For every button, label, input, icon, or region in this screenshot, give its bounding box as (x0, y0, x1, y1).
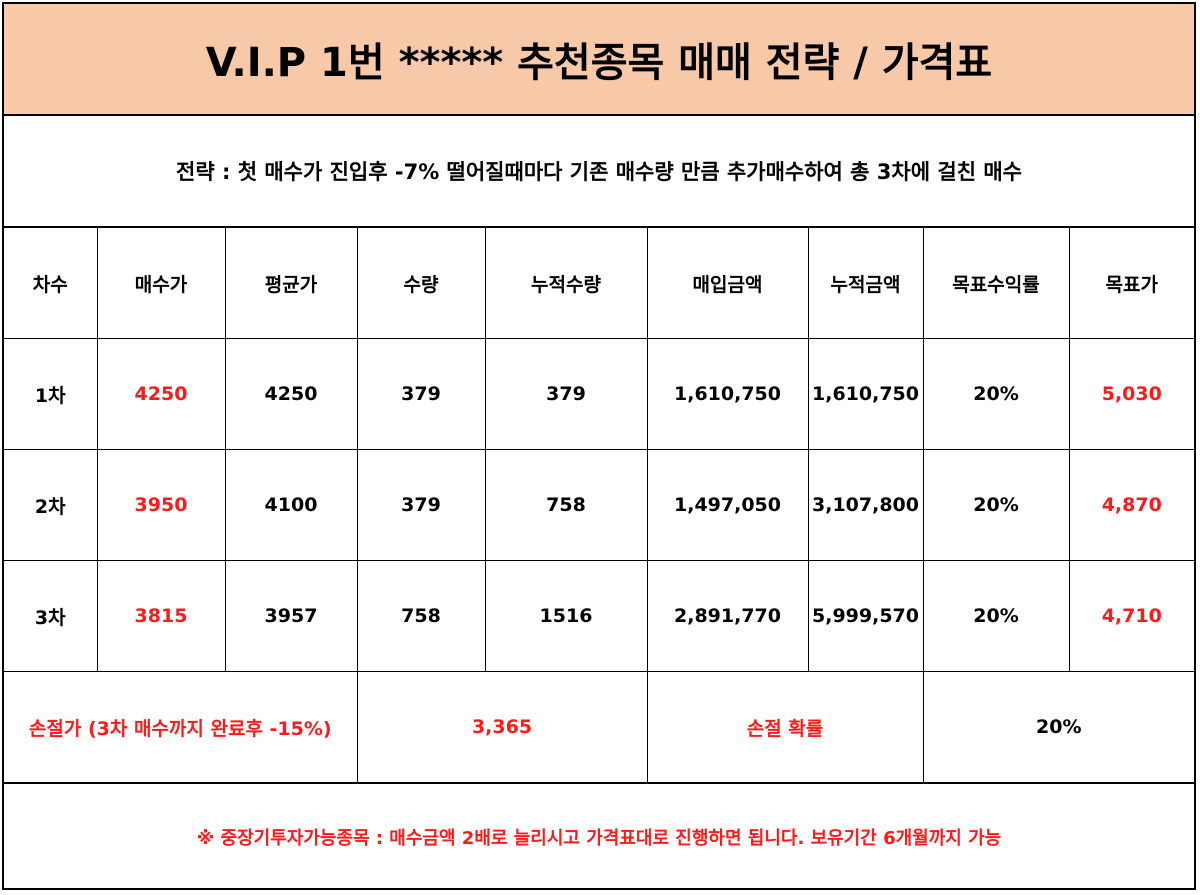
stoploss-prob-value: 20% (922, 671, 1194, 784)
buy-price-cell: 3950 (96, 449, 226, 561)
avg-price-cell: 4100 (224, 449, 358, 561)
header-cell: 차수 (4, 228, 98, 339)
qty-cell: 758 (356, 560, 486, 672)
header-cell: 수량 (356, 228, 486, 339)
cum-amount-cell: 3,107,800 (807, 449, 924, 561)
stoploss-row: 손절가 (3차 매수까지 완료후 -15%) 3,365 손절 확률 20% (4, 671, 1194, 784)
target-price-cell: 5,030 (1068, 338, 1194, 450)
buy-price-cell: 4250 (96, 338, 226, 450)
target-rate-cell: 20% (922, 338, 1070, 450)
page-title: V.I.P 1번 ***** 추천종목 매매 전략 / 가격표 (4, 4, 1194, 116)
cum-qty-cell: 1516 (484, 560, 648, 672)
qty-cell: 379 (356, 338, 486, 450)
table-row: 3차 3815 3957 758 1516 2,891,770 5,999,57… (4, 560, 1194, 672)
strategy-text: 전략 : 첫 매수가 진입후 -7% 떨어질때마다 기존 매수량 만큼 추가매수… (4, 116, 1194, 228)
header-cell: 목표수익률 (922, 228, 1070, 339)
avg-price-cell: 3957 (224, 560, 358, 672)
stoploss-prob-label: 손절 확률 (646, 671, 924, 784)
header-cell: 누적금액 (807, 228, 924, 339)
amount-cell: 2,891,770 (646, 560, 809, 672)
cum-qty-cell: 758 (484, 449, 648, 561)
qty-cell: 379 (356, 449, 486, 561)
footer-note: ※ 중장기투자가능종목 : 매수금액 2배로 늘리시고 가격표대로 진행하면 됩… (196, 827, 1002, 849)
header-cell: 매입금액 (646, 228, 809, 339)
header-cell: 목표가 (1068, 228, 1194, 339)
cum-qty-cell: 379 (484, 338, 648, 450)
price-table: 차수 매수가 평균가 수량 누적수량 매입금액 누적금액 목표수익률 목표가 1… (4, 228, 1194, 784)
avg-price-cell: 4250 (224, 338, 358, 450)
buy-price-cell: 3815 (96, 560, 226, 672)
target-price-cell: 4,870 (1068, 449, 1194, 561)
target-rate-cell: 20% (922, 449, 1070, 561)
cum-amount-cell: 1,610,750 (807, 338, 924, 450)
amount-cell: 1,497,050 (646, 449, 809, 561)
stoploss-label: 손절가 (3차 매수까지 완료후 -15%) (4, 671, 358, 784)
table-row: 2차 3950 4100 379 758 1,497,050 3,107,800… (4, 449, 1194, 561)
round-cell: 1차 (4, 338, 98, 450)
header-cell: 평균가 (224, 228, 358, 339)
table-row: 1차 4250 4250 379 379 1,610,750 1,610,750… (4, 338, 1194, 450)
header-cell: 누적수량 (484, 228, 648, 339)
table-header-row: 차수 매수가 평균가 수량 누적수량 매입금액 누적금액 목표수익률 목표가 (4, 228, 1194, 339)
cum-amount-cell: 5,999,570 (807, 560, 924, 672)
stoploss-price: 3,365 (356, 671, 648, 784)
round-cell: 3차 (4, 560, 98, 672)
header-cell: 매수가 (96, 228, 226, 339)
target-rate-cell: 20% (922, 560, 1070, 672)
amount-cell: 1,610,750 (646, 338, 809, 450)
target-price-cell: 4,710 (1068, 560, 1194, 672)
round-cell: 2차 (4, 449, 98, 561)
